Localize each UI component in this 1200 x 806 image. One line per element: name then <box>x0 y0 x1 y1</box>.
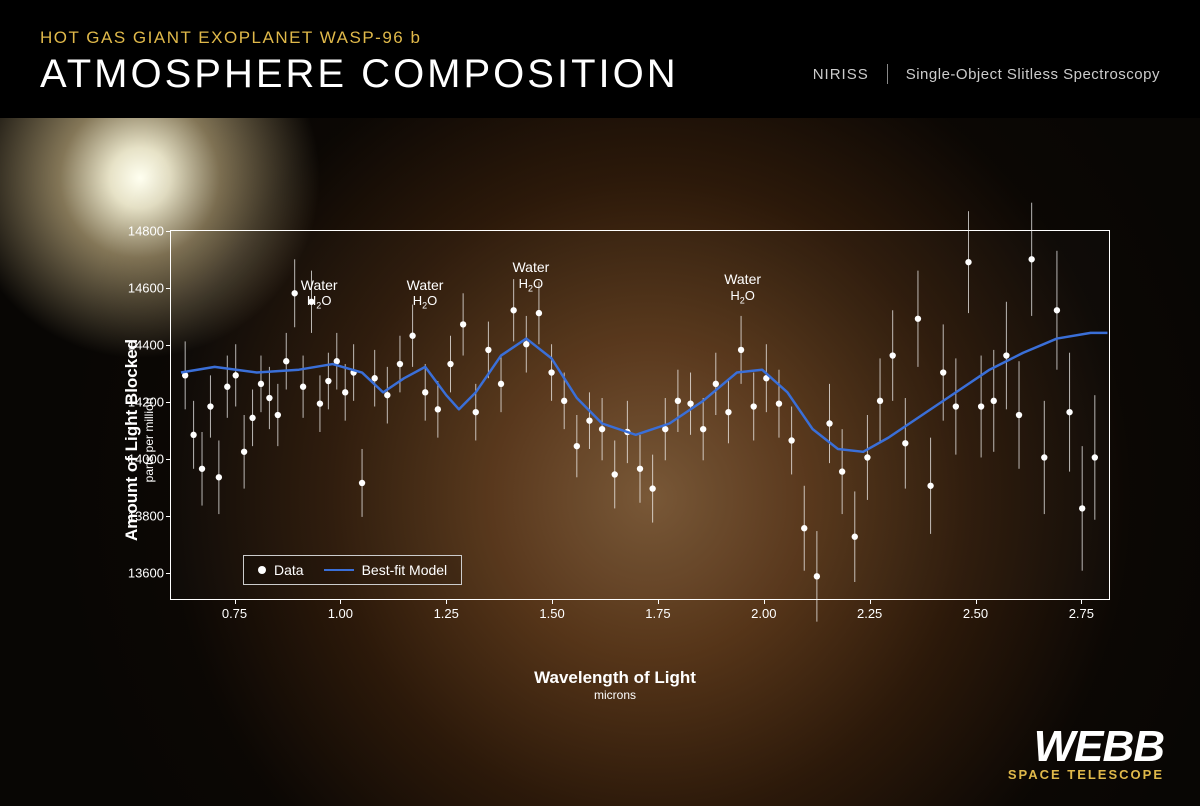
x-tick-label: 1.00 <box>328 606 353 621</box>
spectrum-chart: Amount of Light Blocked parts per millio… <box>110 230 1120 650</box>
x-tick-label: 2.25 <box>857 606 882 621</box>
y-tick-mark <box>166 345 171 346</box>
x-tick-label: 1.50 <box>539 606 564 621</box>
legend-data: Data <box>258 562 304 578</box>
water-annotation: WaterH2O <box>301 277 338 312</box>
x-tick-mark <box>976 599 977 604</box>
water-annotation: WaterH2O <box>724 271 761 306</box>
x-tick-label: 1.75 <box>645 606 670 621</box>
plot-area: Data Best-fit Model 13600138001400014200… <box>170 230 1110 600</box>
x-tick-mark <box>235 599 236 604</box>
y-tick-label: 13800 <box>116 508 164 523</box>
y-tick-label: 13600 <box>116 565 164 580</box>
webb-logo: WEBB SPACE TELESCOPE <box>1008 728 1164 782</box>
y-tick-mark <box>166 516 171 517</box>
x-axis-label: Wavelength of Light microns <box>110 668 1120 702</box>
instrument-label: NIRISS <box>813 66 869 83</box>
water-annotation: WaterH2O <box>512 259 549 294</box>
legend-dot-icon <box>258 566 266 574</box>
header-title: ATMOSPHERE COMPOSITION <box>40 52 679 96</box>
divider <box>887 64 888 84</box>
y-tick-label: 14600 <box>116 280 164 295</box>
x-tick-mark <box>658 599 659 604</box>
x-tick-mark <box>870 599 871 604</box>
y-tick-mark <box>166 288 171 289</box>
y-tick-label: 14200 <box>116 394 164 409</box>
x-tick-label: 2.75 <box>1069 606 1094 621</box>
x-axis-label-main: Wavelength of Light <box>110 668 1120 688</box>
x-tick-label: 2.50 <box>963 606 988 621</box>
y-tick-mark <box>166 231 171 232</box>
water-annotation: WaterH2O <box>407 277 444 312</box>
x-tick-mark <box>446 599 447 604</box>
y-tick-label: 14000 <box>116 451 164 466</box>
legend-model-label: Best-fit Model <box>362 562 448 578</box>
legend-data-label: Data <box>274 562 304 578</box>
x-tick-mark <box>552 599 553 604</box>
logo-main: WEBB <box>1008 728 1164 765</box>
x-axis-label-sub: microns <box>110 688 1120 702</box>
header-right: NIRISS Single-Object Slitless Spectrosco… <box>813 64 1160 84</box>
x-tick-label: 1.25 <box>434 606 459 621</box>
y-tick-mark <box>166 573 171 574</box>
legend-model: Best-fit Model <box>324 562 448 578</box>
mode-label: Single-Object Slitless Spectroscopy <box>906 66 1160 83</box>
logo-sub: SPACE TELESCOPE <box>1008 767 1164 782</box>
x-tick-label: 2.00 <box>751 606 776 621</box>
legend-line-icon <box>324 569 354 571</box>
x-tick-mark <box>340 599 341 604</box>
y-tick-label: 14400 <box>116 337 164 352</box>
header-bar: HOT GAS GIANT EXOPLANET WASP-96 b ATMOSP… <box>0 0 1200 118</box>
x-tick-label: 0.75 <box>222 606 247 621</box>
header-subtitle: HOT GAS GIANT EXOPLANET WASP-96 b <box>40 28 679 48</box>
header-left: HOT GAS GIANT EXOPLANET WASP-96 b ATMOSP… <box>40 28 679 96</box>
x-tick-mark <box>1081 599 1082 604</box>
y-tick-label: 14800 <box>116 224 164 239</box>
y-tick-mark <box>166 459 171 460</box>
chart-legend: Data Best-fit Model <box>243 555 462 585</box>
x-tick-mark <box>764 599 765 604</box>
y-tick-mark <box>166 402 171 403</box>
